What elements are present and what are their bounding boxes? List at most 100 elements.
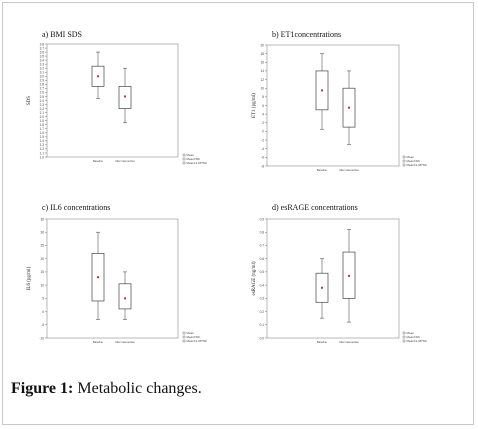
legend-symbol (402, 163, 406, 167)
y-tick-label: 2.9 (40, 79, 45, 83)
y-tick-label: 3.0 (40, 75, 45, 79)
legend-label: Mean±SD (407, 159, 421, 163)
y-tick-label: 0.8 (260, 231, 265, 235)
legend-label: Mean±1.96*SD (187, 339, 208, 343)
y-tick-label: 2.1 (40, 111, 45, 115)
chart-title: d) esRAGE concentrations (272, 203, 358, 212)
y-tick-label: -6 (261, 156, 264, 160)
y-axis-label: ET1 (pg/ml) (252, 93, 257, 118)
legend-label: Mean (187, 153, 195, 157)
y-tick-label: 2.6 (40, 91, 45, 95)
y-axis-label: esRAGE (ng/ml) (252, 261, 257, 295)
y-tick-label: 20 (260, 43, 264, 47)
legend-symbol (182, 161, 186, 165)
legend-symbol (182, 339, 186, 343)
y-tick-label: -5 (41, 323, 44, 327)
y-tick-label: 2.5 (40, 95, 45, 99)
chart-title: b) ET1concentrations (272, 30, 342, 39)
y-tick-label: 0.5 (260, 270, 265, 274)
y-tick-label: 1.8 (40, 123, 45, 127)
y-axis-label: SDS (27, 96, 32, 105)
y-axis-label: IL6 (pg/ml) (27, 266, 32, 290)
x-tick-label: Baseline (317, 340, 328, 344)
y-tick-label: 0.2 (260, 310, 265, 314)
y-tick-label: 0.6 (260, 257, 265, 261)
y-tick-label: 2.4 (40, 99, 45, 103)
y-tick-label: 1.4 (40, 139, 45, 143)
mean-point (124, 95, 126, 98)
y-tick-label: 1.0 (40, 155, 45, 159)
legend-label: Mean±1.96*SD (407, 339, 428, 343)
mean-point (348, 106, 350, 109)
box-sd (118, 283, 132, 310)
y-tick-label: 0.0 (260, 336, 265, 340)
y-tick-label: 10 (260, 87, 264, 91)
legend-label: Mean±1.96*SD (187, 161, 208, 165)
chart-title: a) BMI SDS (42, 30, 83, 39)
legend-symbol (402, 335, 406, 339)
y-tick-label: 35 (40, 217, 44, 221)
legend-symbol (182, 153, 186, 157)
legend-symbol (182, 157, 186, 161)
y-tick-label: 12 (260, 78, 264, 82)
legend-symbol (402, 339, 406, 343)
y-tick-label: 15 (40, 270, 44, 274)
y-tick-label: 1.3 (40, 143, 45, 147)
figure-frame (2, 2, 474, 425)
legend-symbol (182, 335, 186, 339)
y-tick-label: 30 (40, 231, 44, 235)
chart-title: c) IL6 concentrations (42, 203, 111, 212)
plot-area (46, 218, 179, 339)
y-tick-label: 3.4 (40, 58, 45, 62)
x-tick-label: Baseline (93, 159, 104, 163)
legend-symbol (402, 331, 406, 335)
caption-label: Figure 1: (11, 380, 74, 397)
legend-label: Mean±SD (187, 335, 201, 339)
legend-label: Mean±SD (407, 335, 421, 339)
mean-point (97, 75, 99, 78)
mean-point (321, 286, 323, 289)
x-tick-label: Baseline (317, 168, 328, 172)
y-tick-label: 0.3 (260, 297, 265, 301)
mean-point (97, 276, 99, 279)
mean-point (321, 89, 323, 92)
y-tick-label: 14 (260, 69, 264, 73)
y-tick-label: 3.5 (40, 54, 45, 58)
y-tick-label: 1.1 (40, 151, 45, 155)
y-tick-label: 2.2 (40, 107, 45, 111)
x-tick-label: Baseline (93, 340, 104, 344)
legend-label: Mean (407, 155, 415, 159)
y-tick-label: 0.4 (260, 283, 265, 287)
y-tick-label: -8 (261, 164, 264, 168)
y-tick-label: 0.7 (260, 244, 265, 248)
y-tick-label: 3.6 (40, 50, 45, 54)
y-tick-label: 0 (42, 310, 44, 314)
y-tick-label: 0.9 (260, 217, 265, 221)
x-tick-label: After intervention (339, 168, 359, 172)
legend-symbol (182, 331, 186, 335)
x-tick-label: After intervention (115, 159, 135, 163)
figure-caption: Figure 1: Metabolic changes. (11, 380, 202, 398)
y-tick-label: 18 (260, 52, 264, 56)
y-tick-label: 5 (42, 297, 44, 301)
y-tick-label: 16 (260, 61, 264, 65)
y-tick-label: 20 (40, 257, 44, 261)
legend-label: Mean±SD (187, 157, 201, 161)
y-tick-label: -4 (261, 147, 264, 151)
legend-symbol (402, 155, 406, 159)
y-tick-label: 1.7 (40, 127, 45, 131)
y-tick-label: 6 (262, 104, 264, 108)
y-tick-label: -10 (39, 336, 44, 340)
y-tick-label: 1.6 (40, 131, 45, 135)
y-tick-label: 2 (262, 121, 264, 125)
y-tick-label: 2.0 (40, 115, 45, 119)
y-tick-label: 1.9 (40, 119, 45, 123)
